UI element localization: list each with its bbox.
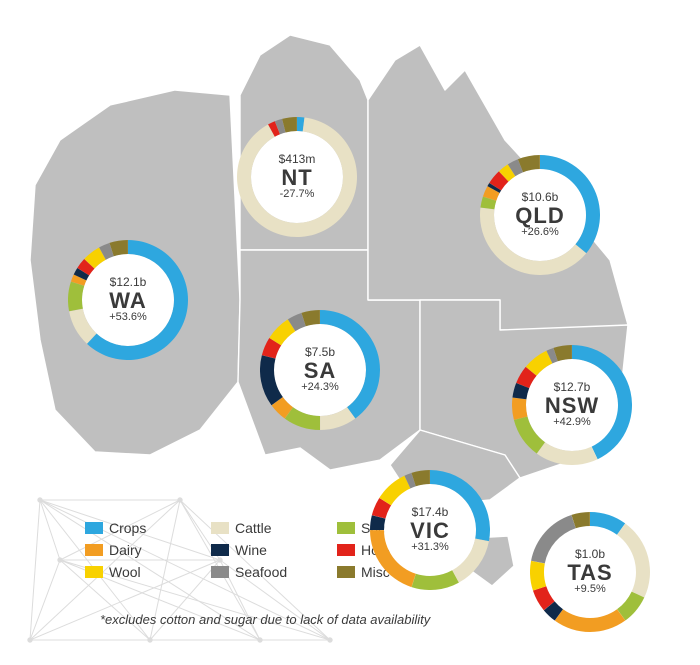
donut-qld: $10.6bQLD+26.6% [480,155,600,275]
legend-swatch [85,522,103,534]
donut-label: $10.6bQLD+26.6% [480,155,600,275]
state-code: NT [281,166,312,189]
state-code: WA [109,289,146,312]
legend-swatch [337,522,355,534]
donut-label: $1.0bTAS+9.5% [530,512,650,632]
donut-label: $413mNT-27.7% [237,117,357,237]
donut-nsw: $12.7bNSW+42.9% [512,345,632,465]
legend-label: Wine [235,542,267,558]
legend-label: Wool [109,564,141,580]
legend-swatch [85,544,103,556]
footnote: *excludes cotton and sugar due to lack o… [100,612,430,627]
legend-swatch [85,566,103,578]
legend-label: Crops [109,520,146,536]
legend-label: Cattle [235,520,272,536]
donut-label: $17.4bVIC+31.3% [370,470,490,590]
donut-sa: $7.5bSA+24.3% [260,310,380,430]
state-change: +9.5% [574,584,606,596]
legend-swatch [337,544,355,556]
donut-label: $12.7bNSW+42.9% [512,345,632,465]
state-code: TAS [567,561,612,584]
legend-item-cattle: Cattle [211,520,311,536]
legend-item-wine: Wine [211,542,311,558]
donut-label: $7.5bSA+24.3% [260,310,380,430]
state-change: +42.9% [553,417,591,429]
legend-label: Dairy [109,542,142,558]
state-change: +26.6% [521,227,559,239]
legend-swatch [211,544,229,556]
state-code: VIC [410,519,450,542]
legend-label: Seafood [235,564,287,580]
state-change: +24.3% [301,382,339,394]
legend-swatch [211,522,229,534]
legend-item-wool: Wool [85,564,185,580]
state-code: QLD [515,204,564,227]
state-code: NSW [545,394,599,417]
legend-item-dairy: Dairy [85,542,185,558]
figure: CropsCattleSheepDairyWineHorticultureWoo… [0,0,700,665]
legend-swatch [211,566,229,578]
legend-swatch [337,566,355,578]
state-change: -27.7% [280,189,315,201]
legend-item-seafood: Seafood [211,564,311,580]
donut-vic: $17.4bVIC+31.3% [370,470,490,590]
donut-nt: $413mNT-27.7% [237,117,357,237]
donut-wa: $12.1bWA+53.6% [68,240,188,360]
donut-tas: $1.0bTAS+9.5% [530,512,650,632]
state-change: +31.3% [411,542,449,554]
donut-label: $12.1bWA+53.6% [68,240,188,360]
legend-item-crops: Crops [85,520,185,536]
state-code: SA [304,359,337,382]
state-change: +53.6% [109,312,147,324]
